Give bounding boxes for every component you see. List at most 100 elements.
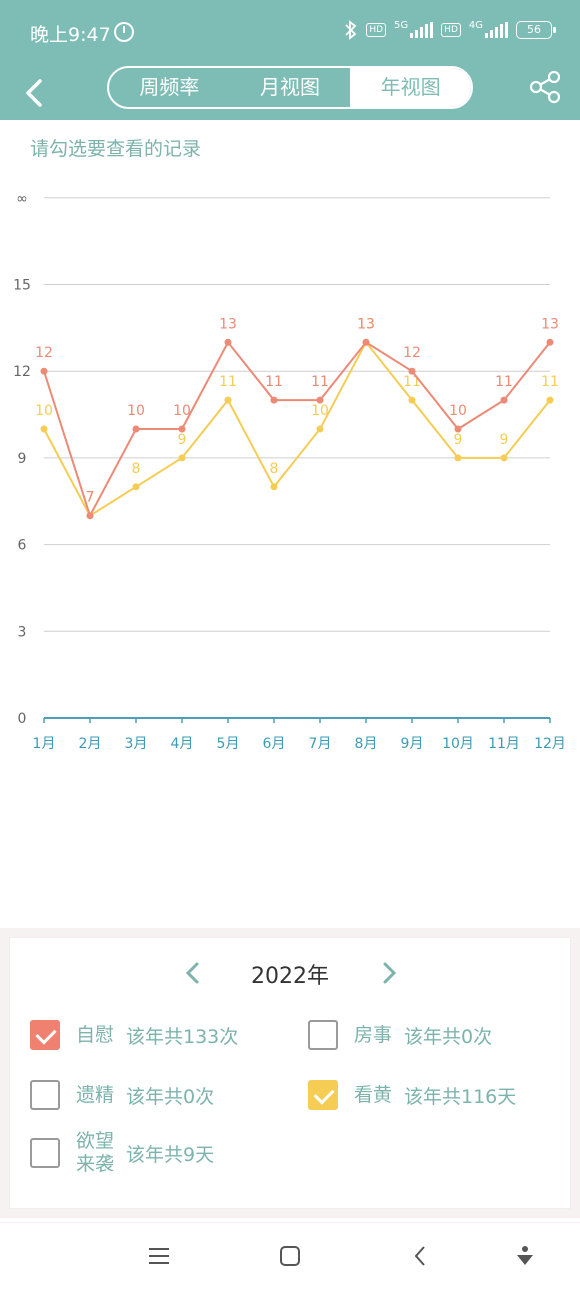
data-label: 8 xyxy=(132,461,141,477)
data-point xyxy=(454,425,462,433)
data-point xyxy=(178,425,186,433)
option-porn[interactable]: 看黄 该年共116天 xyxy=(308,1080,516,1110)
signal-icon xyxy=(410,22,434,38)
view-segmented-control: 周频率 月视图 年视图 xyxy=(107,66,473,109)
data-point xyxy=(40,367,48,375)
data-label: 11 xyxy=(403,374,421,390)
checkbox-masturbation[interactable] xyxy=(30,1020,60,1050)
prev-year-icon[interactable] xyxy=(178,958,208,988)
x-tick-label: 5月 xyxy=(217,736,240,752)
data-label: 11 xyxy=(495,374,513,390)
data-label: 13 xyxy=(219,316,237,332)
data-point xyxy=(546,338,554,346)
data-label: 10 xyxy=(127,403,145,419)
data-point xyxy=(132,483,140,491)
data-point xyxy=(500,454,508,462)
data-label: 9 xyxy=(178,432,187,448)
hd-badge: HD xyxy=(366,23,387,37)
data-label: 11 xyxy=(219,374,237,390)
tab-week-frequency[interactable]: 周频率 xyxy=(139,75,200,99)
record-filter-panel: 2022年 自慰 该年共133次 房事 该年共0次 遗精 该年共0次 看黄 该年… xyxy=(10,938,570,1208)
y-tick-label: 6 xyxy=(18,538,27,554)
y-tick-label: 15 xyxy=(13,278,31,294)
battery-icon: 56 xyxy=(516,21,556,39)
data-label: 12 xyxy=(403,345,421,361)
signal-icon-2 xyxy=(485,22,508,38)
data-label: 9 xyxy=(454,432,463,448)
year-line-chart: 0 3 6 9 12 15 ∞ 1月 2月 3月 4月 5月 6月 7月 8月 9月 10月 11月 12月 10 7 8… xyxy=(13,191,566,752)
x-tick-label: 7月 xyxy=(309,736,332,752)
option-label: 遗精 xyxy=(76,1083,115,1106)
x-tick-label: 4月 xyxy=(171,736,194,752)
data-label: 7 xyxy=(86,490,95,506)
data-point xyxy=(454,454,462,462)
next-year-icon[interactable] xyxy=(374,958,404,988)
data-label: 13 xyxy=(357,316,375,332)
data-point xyxy=(546,396,554,404)
menu-icon[interactable] xyxy=(146,1243,172,1269)
x-tick-label: 1月 xyxy=(33,736,56,752)
x-tick-label: 9月 xyxy=(401,736,424,752)
data-point xyxy=(224,338,232,346)
y-tick-label: 9 xyxy=(18,451,27,467)
y-tick-label: 12 xyxy=(13,364,31,380)
data-point xyxy=(270,396,278,404)
data-label: 11 xyxy=(311,374,329,390)
x-tick-label: 12月 xyxy=(534,736,566,752)
checkbox-desire[interactable] xyxy=(30,1138,60,1168)
network-type-5g: 5G xyxy=(394,19,409,31)
series-line-自慰 xyxy=(43,340,551,519)
data-label: 9 xyxy=(500,432,509,448)
data-label: 10 xyxy=(449,403,467,419)
x-tick-label: 3月 xyxy=(125,736,148,752)
data-point xyxy=(316,396,324,404)
option-desire[interactable]: 欲望来袭 该年共9天 xyxy=(30,1130,214,1176)
option-count: 该年共0次 xyxy=(126,1085,215,1108)
data-point xyxy=(362,338,370,346)
option-count: 该年共9天 xyxy=(126,1143,215,1166)
system-nav-bar xyxy=(0,1222,580,1289)
checkbox-sex[interactable] xyxy=(308,1020,338,1050)
share-icon[interactable] xyxy=(528,70,562,104)
option-nocturnal-emission[interactable]: 遗精 该年共0次 xyxy=(30,1080,214,1110)
data-label: 8 xyxy=(270,461,279,477)
data-label: 13 xyxy=(357,316,375,332)
y-tick-label: ∞ xyxy=(16,191,28,207)
back-icon[interactable] xyxy=(408,1243,434,1269)
status-bar: 晚上9:47 HD 5G HD 4G 56 xyxy=(0,0,580,66)
back-arrow-icon[interactable] xyxy=(20,78,50,108)
top-nav: 周频率 月视图 年视图 xyxy=(0,66,580,120)
option-sex[interactable]: 房事 该年共0次 xyxy=(308,1020,492,1050)
data-label: 10 xyxy=(311,403,329,419)
checkbox-porn[interactable] xyxy=(308,1080,338,1110)
checkbox-nocturnal-emission[interactable] xyxy=(30,1080,60,1110)
bluetooth-icon xyxy=(345,20,357,40)
x-tick-label: 11月 xyxy=(488,736,520,752)
year-label: 2022年 xyxy=(251,964,329,989)
x-tick-label: 2月 xyxy=(79,736,102,752)
year-selector: 2022年 xyxy=(10,956,570,990)
tab-year-view[interactable]: 年视图 xyxy=(350,68,471,107)
option-count: 该年共0次 xyxy=(404,1025,493,1048)
assistant-icon[interactable] xyxy=(512,1243,538,1269)
option-count: 该年共116天 xyxy=(404,1085,517,1108)
tab-month-view[interactable]: 月视图 xyxy=(260,75,320,99)
option-count: 该年共133次 xyxy=(126,1025,239,1048)
x-tick-label: 6月 xyxy=(263,736,286,752)
alarm-icon xyxy=(114,22,134,42)
data-label: 13 xyxy=(541,316,559,332)
data-label: 10 xyxy=(173,403,191,419)
data-label: 12 xyxy=(35,345,53,361)
home-icon[interactable] xyxy=(277,1243,303,1269)
option-label: 看黄 xyxy=(354,1083,393,1106)
y-tick-label: 0 xyxy=(18,711,27,727)
option-masturbation[interactable]: 自慰 该年共133次 xyxy=(30,1020,238,1050)
data-point xyxy=(86,512,94,520)
data-point xyxy=(316,425,324,433)
data-label: 11 xyxy=(265,374,283,390)
network-type-4g: 4G xyxy=(468,19,483,31)
data-label: 11 xyxy=(541,374,559,390)
x-tick-label: 10月 xyxy=(442,736,474,752)
data-point xyxy=(224,396,232,404)
option-label: 自慰 xyxy=(76,1023,115,1046)
